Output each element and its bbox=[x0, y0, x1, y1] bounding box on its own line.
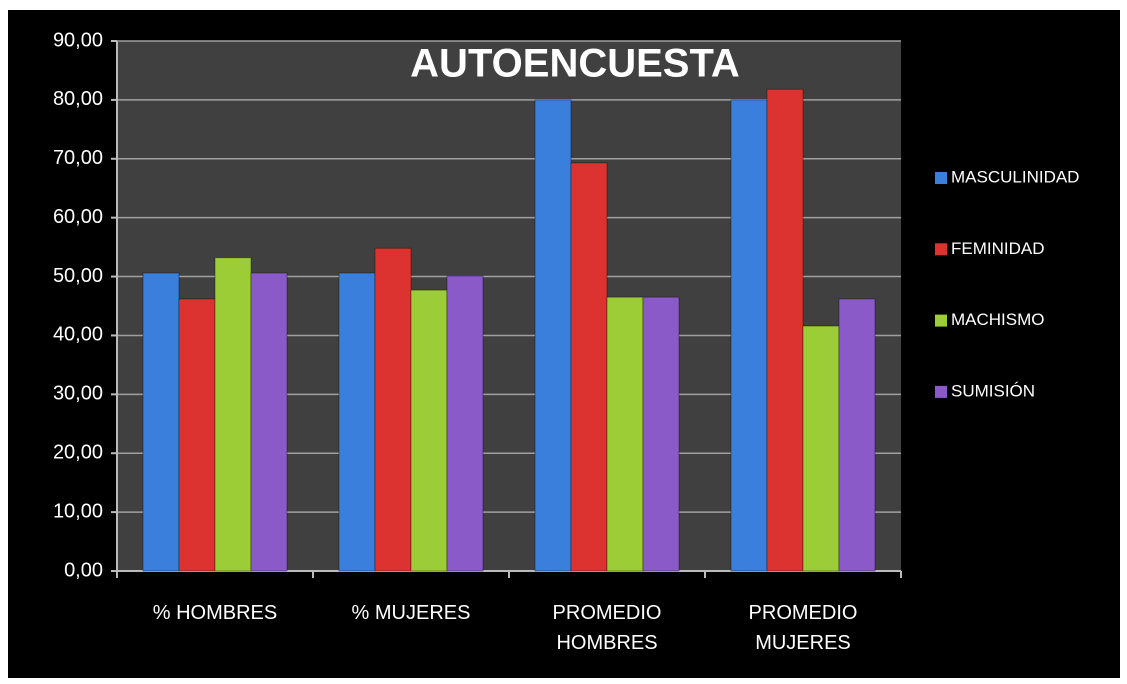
bar bbox=[142, 272, 180, 572]
bar bbox=[250, 272, 288, 572]
y-tick-label: 30,00 bbox=[53, 383, 103, 405]
bar bbox=[446, 275, 484, 572]
bar bbox=[410, 289, 448, 572]
bar bbox=[534, 99, 572, 572]
bar bbox=[570, 162, 608, 572]
y-tick-label: 70,00 bbox=[53, 147, 103, 169]
legend-label: FEMINIDAD bbox=[951, 239, 1045, 258]
bar bbox=[730, 99, 768, 572]
y-tick-label: 90,00 bbox=[53, 29, 103, 51]
bar bbox=[642, 296, 680, 572]
bar bbox=[214, 257, 252, 572]
legend-swatch bbox=[935, 314, 947, 327]
legend-swatch bbox=[935, 385, 947, 398]
y-tick-label: 10,00 bbox=[53, 500, 103, 522]
y-tick-label: 50,00 bbox=[53, 265, 103, 287]
y-tick-label: 20,00 bbox=[53, 442, 103, 464]
bar bbox=[766, 88, 804, 572]
y-tick-label: 40,00 bbox=[53, 324, 103, 346]
legend-label: MACHISMO bbox=[951, 310, 1045, 329]
y-tick-label: 0,00 bbox=[64, 559, 103, 581]
bar bbox=[606, 296, 644, 572]
bar bbox=[802, 325, 840, 572]
bar bbox=[838, 298, 876, 572]
x-tick-label: % HOMBRES bbox=[152, 602, 278, 624]
bar bbox=[338, 272, 376, 572]
legend-swatch bbox=[935, 172, 947, 184]
x-tick-label: % MUJERES bbox=[351, 602, 471, 624]
legend-swatch bbox=[935, 243, 947, 256]
y-tick-label: 60,00 bbox=[53, 206, 103, 228]
legend-label: MASCULINIDAD bbox=[951, 167, 1079, 186]
bar bbox=[178, 298, 216, 572]
y-tick-label: 80,00 bbox=[53, 88, 103, 110]
chart-title: AUTOENCUESTA bbox=[410, 42, 740, 86]
legend-label: SUMISIÓN bbox=[951, 381, 1035, 400]
bar bbox=[374, 247, 412, 572]
x-tick-label: PROMEDIO MUJERES bbox=[748, 602, 858, 654]
x-tick-label: PROMEDIO HOMBRES bbox=[552, 602, 662, 654]
